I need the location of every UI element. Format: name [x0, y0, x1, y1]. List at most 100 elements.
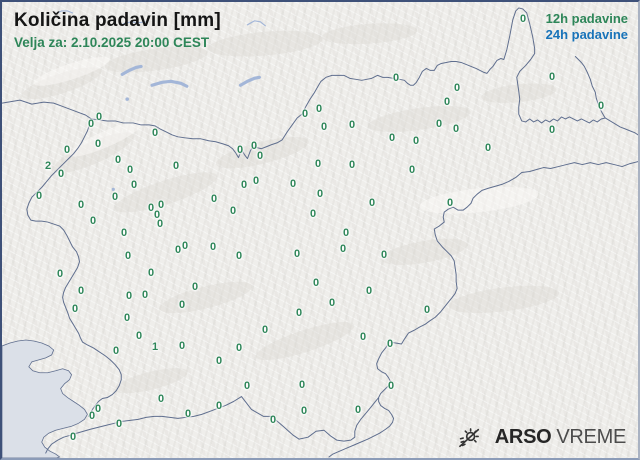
station-value: 0: [210, 193, 218, 205]
station-value: 0: [250, 140, 258, 152]
station-value: 0: [435, 118, 443, 130]
station-value: 0: [365, 285, 373, 297]
station-value: 0: [252, 175, 260, 187]
station-value: 0: [111, 191, 119, 203]
station-value: 0: [295, 307, 303, 319]
station-value: 0: [484, 142, 492, 154]
station-value: 0: [156, 218, 164, 230]
station-value: 0: [386, 338, 394, 350]
country-borders: [2, 7, 638, 458]
map-title: Količina padavin [mm]: [14, 10, 221, 31]
station-value: 0: [88, 410, 96, 422]
duration-links: 12h padavine 24h padavine: [546, 11, 628, 43]
station-value: 0: [240, 179, 248, 191]
station-value: 0: [209, 241, 217, 253]
station-value: 0: [94, 138, 102, 150]
station-value: 0: [89, 215, 97, 227]
station-value: 0: [312, 277, 320, 289]
valid-time: Velja za: 2.10.2025 20:00 CEST: [14, 35, 210, 50]
station-value: 0: [77, 285, 85, 297]
station-value: 0: [172, 160, 180, 172]
station-value: 0: [184, 408, 192, 420]
station-value: 0: [235, 250, 243, 262]
station-value: 0: [256, 150, 264, 162]
station-value: 0: [236, 144, 244, 156]
station-value: 0: [328, 297, 336, 309]
rivers-and-lakes: [55, 10, 266, 191]
station-value: 0: [316, 188, 324, 200]
station-value: 0: [130, 179, 138, 191]
station-value: 0: [388, 132, 396, 144]
station-value: 0: [95, 111, 103, 123]
station-value: 0: [178, 340, 186, 352]
station-value: 0: [77, 199, 85, 211]
station-value: 0: [135, 330, 143, 342]
station-value: 0: [235, 342, 243, 354]
station-value: 0: [35, 190, 43, 202]
station-value: 0: [157, 393, 165, 405]
station-value: 0: [342, 227, 350, 239]
station-value: 0: [380, 249, 388, 261]
arso-vreme-logo: ARSO VREME: [456, 424, 626, 450]
station-value: 0: [301, 108, 309, 120]
station-value: 0: [243, 380, 251, 392]
station-value: 0: [215, 355, 223, 367]
station-value: 0: [124, 250, 132, 262]
station-value: 0: [94, 403, 102, 415]
station-value: 0: [153, 209, 161, 221]
station-value: 0: [112, 345, 120, 357]
station-value: 0: [126, 164, 134, 176]
station-value: 0: [298, 379, 306, 391]
adriatic-sea: [2, 339, 88, 458]
station-value: 0: [300, 405, 308, 417]
station-value: 0: [178, 299, 186, 311]
station-value: 0: [269, 414, 277, 426]
station-value: 0: [519, 13, 527, 25]
station-value: 0: [354, 404, 362, 416]
station-value: 0: [229, 205, 237, 217]
station-value: 0: [191, 281, 199, 293]
link-24h-padavine[interactable]: 24h padavine: [545, 27, 628, 42]
station-value: 0: [115, 418, 123, 430]
station-value: 0: [71, 303, 79, 315]
station-value: 2: [44, 160, 52, 172]
station-value: 0: [147, 202, 155, 214]
station-value: 0: [446, 197, 454, 209]
station-value: 0: [315, 103, 323, 115]
station-value: 0: [215, 400, 223, 412]
link-12h-padavine[interactable]: 12h padavine: [545, 11, 628, 26]
station-value: 0: [339, 243, 347, 255]
station-value: 1: [151, 341, 159, 353]
station-value: 0: [548, 124, 556, 136]
station-value: 0: [141, 289, 149, 301]
station-value: 0: [114, 154, 122, 166]
sun-icon: [458, 428, 479, 448]
station-value: 0: [368, 197, 376, 209]
station-value: 0: [120, 227, 128, 239]
station-value: 0: [174, 244, 182, 256]
station-value: 0: [181, 240, 189, 252]
station-value: 0: [309, 208, 317, 220]
station-value: 0: [314, 158, 322, 170]
station-value: 0: [56, 268, 64, 280]
station-value: 0: [443, 96, 451, 108]
station-value: 0: [453, 82, 461, 94]
station-value: 0: [293, 248, 301, 260]
station-value: 0: [408, 164, 416, 176]
station-value: 0: [147, 267, 155, 279]
logo-arso-text: ARSO: [494, 425, 552, 448]
station-value: 0: [348, 119, 356, 131]
station-value: 0: [359, 331, 367, 343]
station-value: 0: [123, 312, 131, 324]
station-value: 0: [87, 118, 95, 130]
station-value: 0: [387, 380, 395, 392]
station-value: 0: [57, 168, 65, 180]
station-value: 0: [125, 290, 133, 302]
station-value: 0: [289, 178, 297, 190]
logo-vreme-text: VREME: [556, 425, 626, 448]
station-value: 0: [261, 324, 269, 336]
station-value: 0: [392, 72, 400, 84]
